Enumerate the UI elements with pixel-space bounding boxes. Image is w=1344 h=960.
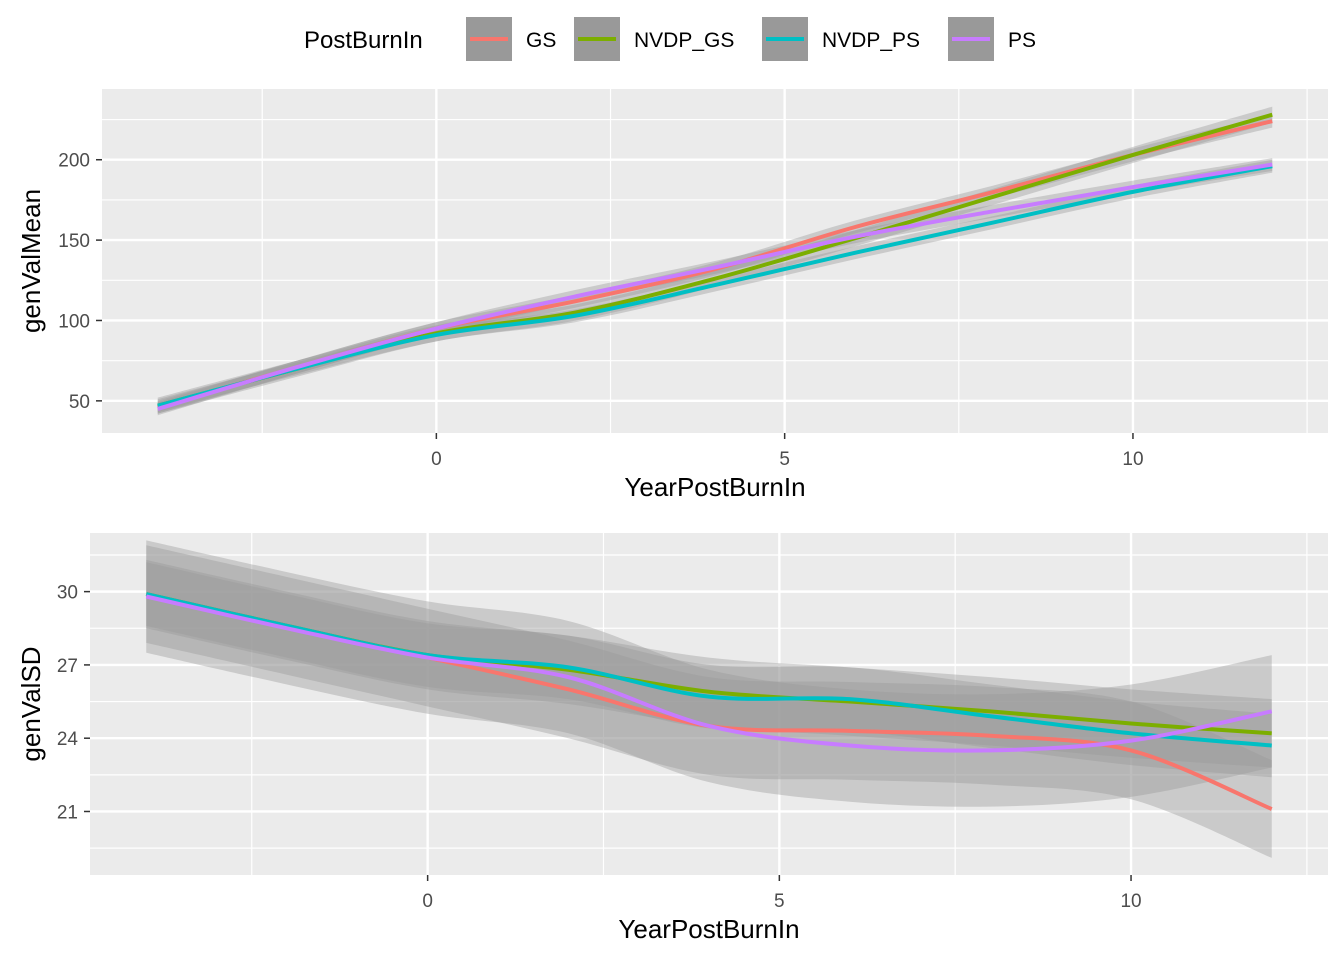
line-nvdp-ps: [145, 592, 1272, 748]
y-axis-title-top: genValMean: [16, 189, 46, 333]
y-tick-label: 200: [58, 151, 90, 172]
legend: PostBurnIn GS NVDP_GS NVDP_PS PS: [304, 17, 1036, 61]
legend-title: PostBurnIn: [304, 27, 423, 54]
x-tick-label: 5: [774, 891, 785, 912]
legend-items: GS NVDP_GS NVDP_PS PS: [466, 17, 1036, 61]
x-tick-label: 0: [431, 449, 442, 470]
y-tick-label: 150: [58, 231, 90, 252]
ribbon-gs: [157, 114, 1273, 414]
line-ps: [145, 594, 1273, 753]
x-tick-label: 10: [1122, 449, 1143, 470]
chart-bottom: 0 5 10 21 24 27 30 YearPostBurnIn genValSD: [16, 533, 1328, 944]
x-tick-label: 10: [1120, 891, 1141, 912]
line-ps: [157, 162, 1273, 411]
y-tick-label: 27: [57, 656, 78, 677]
y-axis-title-bottom: genValSD: [16, 646, 46, 761]
panel-top-background: [102, 89, 1328, 433]
x-axis-title-bottom: YearPostBurnIn: [618, 914, 799, 944]
panel-bottom-background: [90, 533, 1328, 875]
panel-bottom-grid: [90, 533, 1328, 875]
ribbon-nvdp-ps: [146, 562, 1272, 778]
y-tick-label: 21: [57, 802, 78, 823]
legend-label: NVDP_GS: [634, 29, 734, 52]
y-tick-label: 100: [58, 311, 90, 332]
y-tick-label: 30: [57, 583, 78, 604]
legend-item-nvdp-ps: NVDP_PS: [762, 17, 920, 61]
ribbon-ps: [146, 540, 1272, 807]
line-nvdp-ps: [157, 164, 1273, 408]
panel-top-axes: 0 5 10 50 100 150 200: [58, 151, 1143, 470]
panel-bottom-axes: 0 5 10 21 24 27 30: [57, 583, 1142, 912]
legend-label: NVDP_PS: [822, 29, 920, 52]
legend-label: PS: [1008, 29, 1036, 52]
chart-top: 0 5 10 50 100 150 200 YearPostBurnIn genValMea…: [16, 89, 1328, 502]
x-tick-label: 5: [779, 449, 790, 470]
ribbon-gs: [146, 545, 1272, 858]
legend-label: GS: [526, 29, 556, 52]
legend-item-ps: PS: [948, 17, 1036, 61]
x-tick-label: 0: [422, 891, 433, 912]
panel-top-lines: [157, 112, 1273, 411]
y-tick-label: 50: [69, 392, 90, 413]
panel-bottom-lines: [145, 592, 1273, 811]
y-tick-label: 24: [57, 729, 79, 750]
legend-item-gs: GS: [466, 17, 556, 61]
x-axis-title-top: YearPostBurnIn: [624, 472, 805, 502]
legend-item-nvdp-gs: NVDP_GS: [574, 17, 734, 61]
